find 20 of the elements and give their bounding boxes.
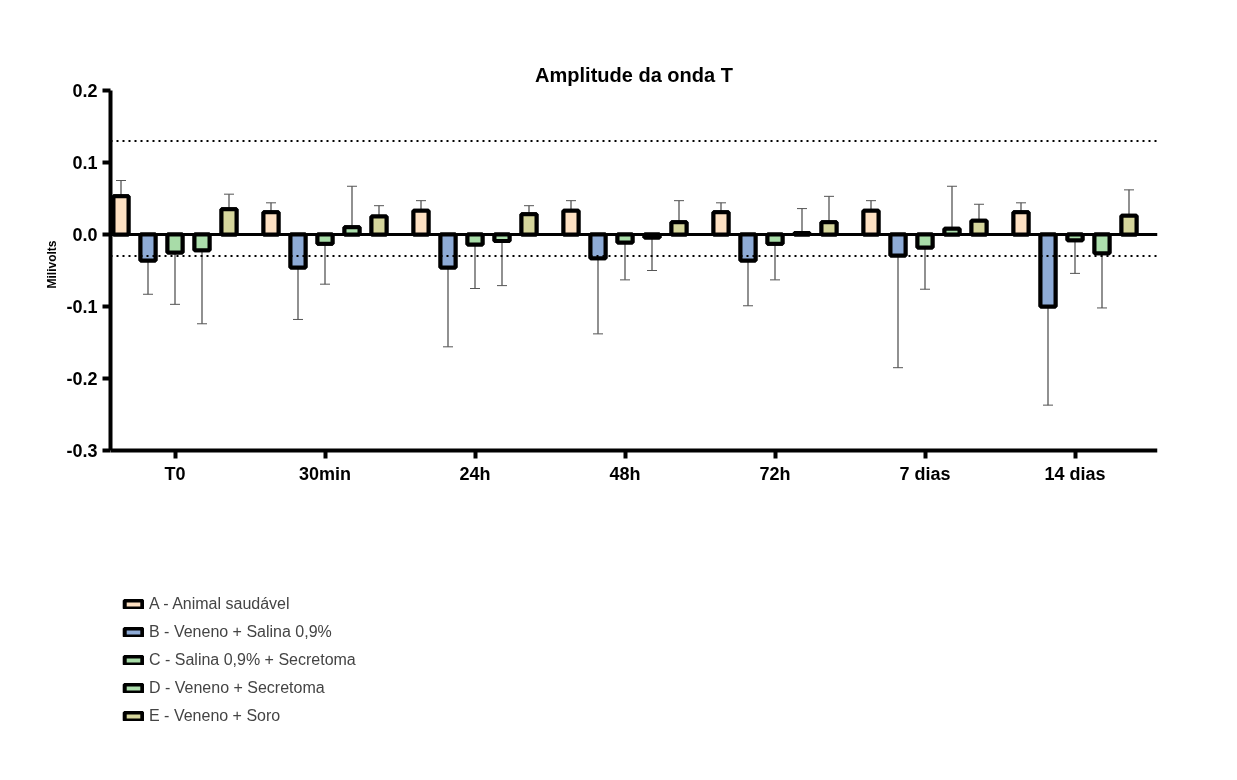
- y-tick-label: 0.0: [72, 225, 98, 245]
- legend-label: C - Salina 0,9% + Secretoma: [149, 651, 356, 669]
- x-tick-label: 48h: [609, 463, 641, 484]
- chart-title: Amplitude da onda T: [535, 63, 733, 86]
- legend-label: A - Animal saudável: [149, 595, 290, 613]
- legend-label: E - Veneno + Soro: [149, 707, 281, 725]
- x-tick-label: 14 dias: [1044, 463, 1106, 484]
- y-axis-title: Milivolts: [44, 240, 59, 289]
- x-tick-label: 72h: [759, 463, 791, 484]
- x-tick-label: 7 dias: [899, 463, 951, 484]
- x-tick-label: T0: [164, 463, 186, 484]
- x-tick-label: 24h: [459, 463, 491, 484]
- legend-label: D - Veneno + Secretoma: [149, 679, 325, 697]
- y-tick-label: 0.1: [72, 153, 98, 173]
- x-tick-label: 30min: [298, 463, 352, 484]
- y-tick-label: -0.2: [66, 369, 98, 389]
- y-tick-label: -0.1: [66, 297, 98, 317]
- y-tick-label: -0.3: [66, 441, 98, 461]
- y-tick-label: 0.2: [72, 81, 98, 101]
- legend-label: B - Veneno + Salina 0,9%: [149, 623, 332, 641]
